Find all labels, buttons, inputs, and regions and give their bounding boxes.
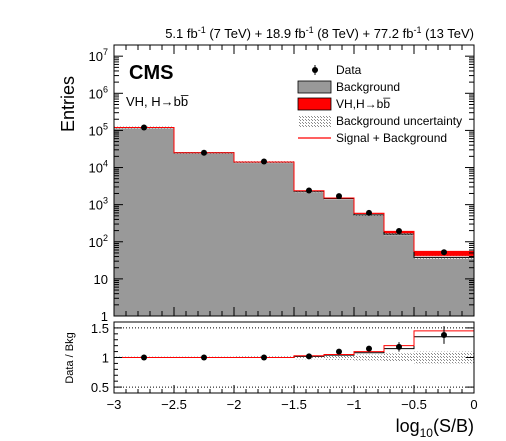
ratio-y-tick-label: 1.5 [91, 321, 109, 336]
y-tick-exponent: 2 [103, 233, 108, 243]
x-axis-title-sub: 10 [420, 426, 434, 440]
x-tick-label: −2 [227, 397, 242, 412]
data-point [141, 124, 147, 131]
y-tick-exponent: 7 [103, 47, 108, 57]
lumi-1-value: 5.1 fb [165, 26, 198, 41]
y-tick-exponent: 3 [103, 196, 108, 206]
ratio-y-tick-label: 0.5 [91, 380, 109, 395]
legend-label: Background [336, 80, 400, 94]
legend-swatch [297, 97, 332, 111]
y-tick-exponent: 5 [103, 121, 108, 131]
lumi-2-sup: -1 [306, 25, 314, 35]
data-point [201, 149, 207, 156]
x-tick-label: −2.5 [161, 397, 187, 412]
data-point [336, 193, 342, 200]
legend-hatch-swatch [298, 115, 331, 127]
y-tick-label: 105 [89, 121, 108, 138]
data-point [366, 209, 372, 216]
lumi-3-energy: (13 TeV) [421, 26, 474, 41]
y-tick-base: 10 [89, 123, 103, 138]
ratio-plot-area [114, 326, 474, 388]
ratio-uncertainty-band [414, 351, 474, 364]
y-tick-label: 103 [89, 196, 108, 213]
ratio-data-point [396, 343, 402, 350]
background-bar [174, 152, 234, 316]
ratio-data-point [366, 345, 372, 352]
legend-swatch [297, 80, 332, 94]
y-tick-base: 10 [89, 198, 103, 213]
y-tick-exponent: 4 [103, 159, 108, 169]
ratio-uncertainty-band [324, 355, 354, 360]
y-tick-exponent: 6 [103, 84, 108, 94]
y-tick-base: 10 [89, 49, 103, 64]
ratio-data-point [336, 348, 342, 355]
background-bar [384, 234, 414, 316]
ratio-uncertainty-band [354, 354, 384, 361]
ratio-axes: 1.5 1 0.5 −3 −2.5 −2 −1.5 −1 −0.5 0 [91, 321, 478, 412]
lumi-3-value: 77.2 fb [374, 26, 414, 41]
legend-label: VH,H→bb̅ [336, 97, 391, 111]
y-tick-base: 10 [89, 161, 103, 176]
background-bar [234, 162, 294, 316]
data-point [306, 187, 312, 194]
x-tick-label: −3 [107, 397, 122, 412]
legend-label: Background uncertainty [336, 114, 462, 128]
ratio-data-point [306, 353, 312, 360]
process-label: VH, H→bb̅ [126, 94, 189, 109]
lumi-3-sup: -1 [413, 25, 421, 35]
background-bar [414, 257, 474, 316]
background-bar [294, 191, 324, 316]
y-tick-label: 107 [89, 47, 108, 64]
x-tick-label: 0 [470, 397, 477, 412]
ratio-data-point [141, 354, 147, 361]
ratio-ylabel: Data / Bkg [64, 332, 76, 383]
background-bar [114, 127, 174, 316]
legend-label: Signal + Background [336, 131, 447, 145]
experiment-label: CMS [129, 62, 173, 84]
x-axis-title: log10(S/B) [396, 416, 474, 440]
x-axis-title-log: log [396, 416, 420, 436]
y-tick-base: 10 [94, 272, 108, 287]
data-point [396, 227, 402, 234]
y-tick-label: 1 [101, 309, 108, 324]
main-ylabel: Entries [58, 76, 78, 132]
background-bar [324, 198, 354, 316]
y-tick-label: 104 [89, 159, 108, 176]
y-tick-label: 102 [89, 233, 108, 250]
ratio-y-tick-label: 1 [102, 351, 109, 366]
background-bar [354, 214, 384, 316]
y-tick-label: 106 [89, 84, 108, 101]
ratio-data-point [201, 354, 207, 361]
y-tick-label: 10 [94, 272, 108, 287]
y-tick-base: 10 [89, 86, 103, 101]
legend-data-marker [312, 67, 318, 73]
ratio-data-point [441, 332, 447, 339]
lumi-label: 5.1 fb-1 (7 TeV) + 18.9 fb-1 (8 TeV) + 7… [165, 25, 474, 41]
lumi-2-value: 18.9 fb [266, 26, 306, 41]
main-plot-area [114, 124, 474, 316]
legend-label: Data [336, 63, 362, 77]
lumi-1-sup: -1 [198, 25, 206, 35]
x-axis-title-tail: (S/B) [433, 416, 474, 436]
x-tick-label: −1 [347, 397, 362, 412]
x-tick-label: −0.5 [401, 397, 427, 412]
data-point [441, 249, 447, 256]
ratio-uncertainty-band [384, 353, 414, 362]
lumi-2-energy: (8 TeV) + [314, 26, 374, 41]
ratio-data-point [261, 354, 267, 361]
y-tick-base: 1 [101, 309, 108, 324]
data-point [261, 158, 267, 165]
y-tick-base: 10 [89, 235, 103, 250]
legend: Data Background VH,H→bb̅ Background uncerta… [297, 63, 462, 145]
x-tick-label: −1.5 [281, 397, 307, 412]
lumi-1-energy: (7 TeV) + [206, 26, 266, 41]
